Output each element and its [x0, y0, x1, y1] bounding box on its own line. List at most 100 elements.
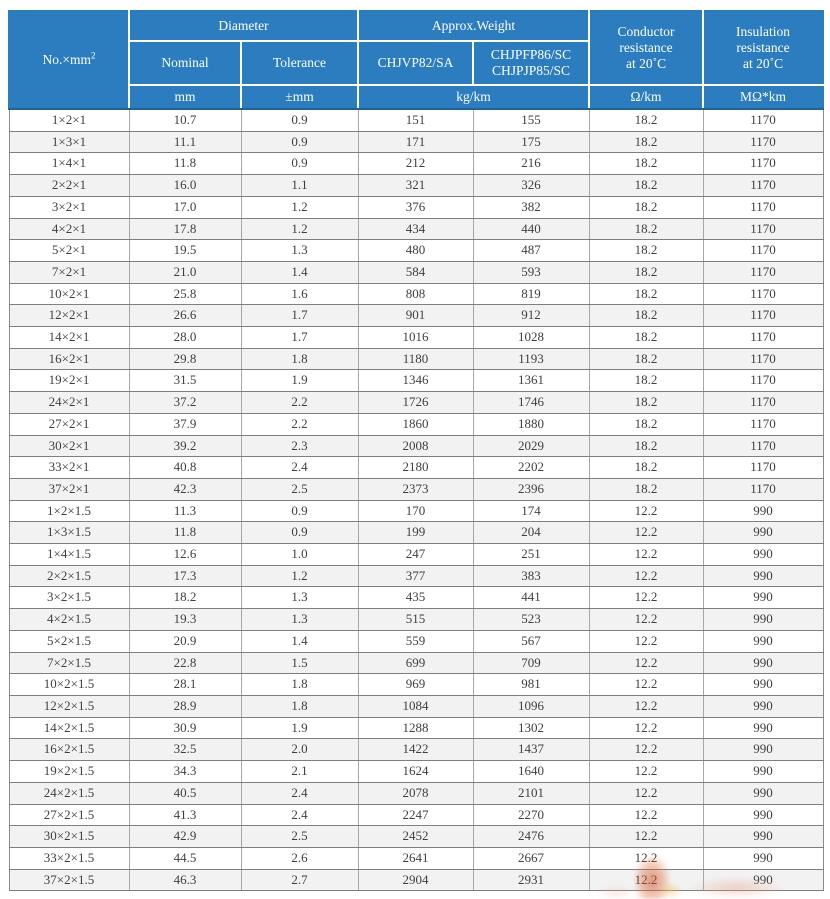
- table-cell: 990: [702, 738, 824, 762]
- table-cell: 2×2×1.5: [8, 564, 130, 588]
- table-cell: 1.0: [240, 543, 359, 566]
- table-cell: 1170: [702, 456, 824, 479]
- table-cell: 199: [357, 521, 474, 545]
- table-cell: 383: [472, 564, 590, 588]
- table-cell: 18.2: [588, 152, 704, 176]
- table-cell: 2476: [472, 825, 590, 848]
- table-cell: 18.2: [588, 174, 704, 197]
- table-cell: 12.2: [588, 629, 704, 653]
- chjpjp85-line2: CHJPJP85/SC: [491, 63, 571, 78]
- table-cell: 1.2: [240, 564, 359, 588]
- table-cell: 34.3: [128, 760, 242, 783]
- table-cell: 46.3: [128, 868, 242, 892]
- table-row: 37×2×1 42.3 2.5 2373 2396 18.2 1170: [8, 477, 824, 501]
- table-cell: 1170: [702, 239, 824, 262]
- table-cell: 12.6: [128, 543, 242, 566]
- table-cell: 1.9: [240, 369, 359, 393]
- table-cell: 33×2×1: [8, 456, 130, 479]
- table-cell: 382: [472, 195, 590, 219]
- table-cell: 2.3: [240, 434, 359, 458]
- unit-mohm-km: MΩ*km: [702, 84, 825, 110]
- table-row: 27×2×1 37.9 2.2 1860 1880 18.2 1170: [8, 412, 824, 436]
- table-cell: 17.8: [128, 217, 242, 241]
- conductor-line3: at 20˚C: [625, 56, 667, 71]
- table-cell: 1170: [702, 130, 824, 154]
- table-cell: 1.8: [240, 694, 359, 718]
- table-body: 1×2×1 10.7 0.9 151 155 18.2 1170 1×3×1 11.1 0.9 17…: [8, 108, 824, 892]
- table-row: 14×2×1.5 30.9 1.9 1288 1302 12.2 990: [8, 716, 824, 740]
- table-cell: 990: [702, 564, 824, 588]
- table-cell: 18.2: [588, 217, 704, 241]
- table-row: 12×2×1 26.6 1.7 901 912 18.2 1170: [8, 304, 824, 328]
- table-row: 2×2×1 16.0 1.1 321 326 18.2 1170: [8, 174, 824, 197]
- table-cell: 30×2×1: [8, 434, 130, 458]
- table-cell: 12.2: [588, 564, 704, 588]
- table-cell: 174: [472, 499, 590, 523]
- table-row: 1×2×1 10.7 0.9 151 155 18.2 1170: [8, 108, 824, 132]
- table-cell: 20.9: [128, 629, 242, 653]
- table-row: 4×2×1 17.8 1.2 434 440 18.2 1170: [8, 217, 824, 241]
- table-cell: 11.8: [128, 152, 242, 176]
- table-cell: 12.2: [588, 586, 704, 610]
- table-row: 10×2×1 25.8 1.6 808 819 18.2 1170: [8, 282, 824, 306]
- table-cell: 1.2: [240, 217, 359, 241]
- table-cell: 2247: [357, 803, 474, 827]
- table-cell: 990: [702, 803, 824, 827]
- table-cell: 18.2: [588, 412, 704, 436]
- table-cell: 2904: [357, 868, 474, 892]
- table-cell: 808: [357, 282, 474, 306]
- table-cell: 2029: [472, 434, 590, 458]
- table-cell: 990: [702, 673, 824, 696]
- table-cell: 37×2×1: [8, 477, 130, 501]
- table-row: 2×2×1.5 17.3 1.2 377 383 12.2 990: [8, 564, 824, 588]
- table-cell: 28.1: [128, 673, 242, 696]
- table-cell: 990: [702, 608, 824, 631]
- table-cell: 42.3: [128, 477, 242, 501]
- conductor-line2: resistance: [619, 40, 673, 55]
- table-cell: 990: [702, 629, 824, 653]
- table-cell: 1.5: [240, 651, 359, 675]
- table-cell: 2270: [472, 803, 590, 827]
- table-cell: 25.8: [128, 282, 242, 306]
- table-cell: 559: [357, 629, 474, 653]
- table-cell: 1.3: [240, 586, 359, 610]
- table-cell: 155: [472, 108, 590, 132]
- table-cell: 18.2: [588, 326, 704, 349]
- table-cell: 990: [702, 543, 824, 566]
- table-cell: 2101: [472, 781, 590, 805]
- table-cell: 12.2: [588, 738, 704, 762]
- table-row: 16×2×1.5 32.5 2.0 1422 1437 12.2 990: [8, 738, 824, 762]
- table-cell: 1170: [702, 174, 824, 197]
- header-chjvp82: CHJVP82/SA: [357, 40, 475, 86]
- table-row: 1×4×1.5 12.6 1.0 247 251 12.2 990: [8, 543, 824, 566]
- table-cell: 1.8: [240, 673, 359, 696]
- table-cell: 0.9: [240, 521, 359, 545]
- table-row: 12×2×1.5 28.9 1.8 1084 1096 12.2 990: [8, 694, 824, 718]
- table-cell: 1170: [702, 391, 824, 414]
- table-cell: 434: [357, 217, 474, 241]
- table-cell: 12×2×1: [8, 304, 130, 328]
- table-cell: 10.7: [128, 108, 242, 132]
- table-cell: 1.8: [240, 347, 359, 371]
- table-cell: 819: [472, 282, 590, 306]
- table-cell: 11.8: [128, 521, 242, 545]
- table-cell: 1170: [702, 304, 824, 328]
- table-cell: 2.5: [240, 825, 359, 848]
- table-cell: 2.5: [240, 477, 359, 501]
- table-cell: 1361: [472, 369, 590, 393]
- table-cell: 1.6: [240, 282, 359, 306]
- table-cell: 12.2: [588, 521, 704, 545]
- header-chjpfp86: CHJPFP86/SC CHJPJP85/SC: [472, 40, 591, 86]
- table-row: 1×2×1.5 11.3 0.9 170 174 12.2 990: [8, 499, 824, 523]
- table-cell: 4×2×1: [8, 217, 130, 241]
- table-cell: 12.2: [588, 760, 704, 783]
- table-cell: 18.2: [588, 282, 704, 306]
- table-cell: 27×2×1: [8, 412, 130, 436]
- table-cell: 1×2×1.5: [8, 499, 130, 523]
- table-cell: 18.2: [128, 586, 242, 610]
- unit-plusminus-mm: ±mm: [239, 84, 360, 110]
- table-cell: 37×2×1.5: [8, 868, 130, 892]
- table-cell: 12.2: [588, 673, 704, 696]
- table-cell: 19.3: [128, 608, 242, 631]
- table-row: 27×2×1.5 41.3 2.4 2247 2270 12.2 990: [8, 803, 824, 827]
